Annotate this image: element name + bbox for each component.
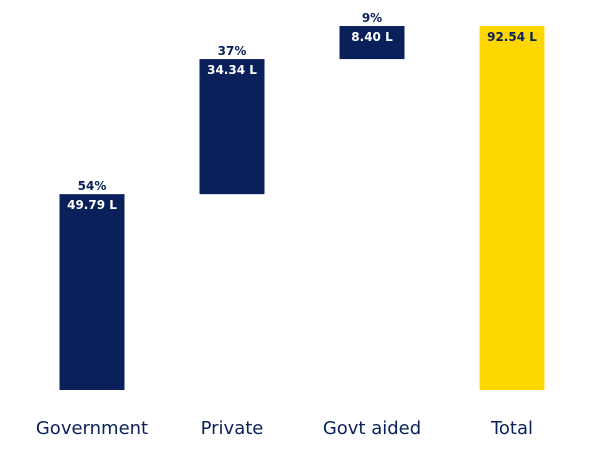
bar-govt-aided	[339, 26, 405, 60]
bar-percent-label: 37%	[218, 44, 247, 58]
bar-value-label: 8.40 L	[351, 30, 393, 44]
category-label: Govt aided	[323, 418, 421, 439]
bar-value-label: 92.54 L	[487, 30, 537, 44]
category-label: Total	[490, 418, 533, 439]
bar-percent-label: 9%	[362, 11, 382, 25]
bar-total	[479, 26, 545, 390]
bar-value-label: 34.34 L	[207, 63, 257, 77]
bar-private	[199, 59, 265, 195]
bar-value-label: 49.79 L	[67, 198, 117, 212]
category-label: Government	[36, 418, 148, 439]
category-label: Private	[201, 418, 264, 439]
bar-percent-label: 54%	[78, 179, 107, 193]
bar-government	[59, 194, 125, 390]
